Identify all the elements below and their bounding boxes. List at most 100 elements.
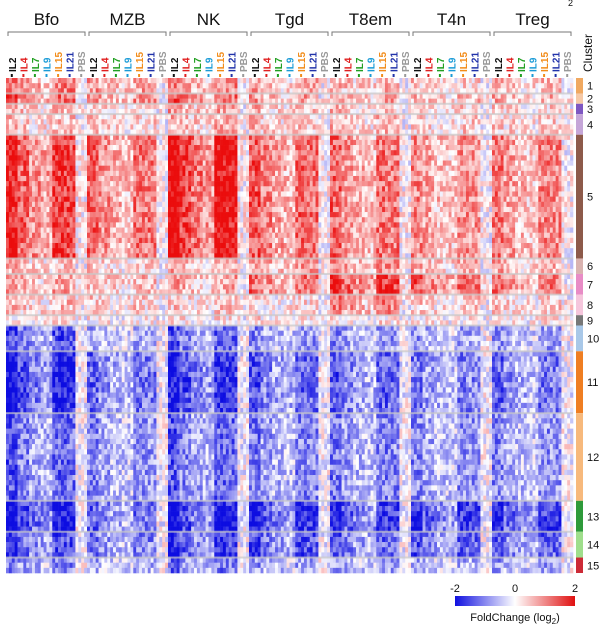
heatmap-cell <box>26 351 30 357</box>
heatmap-cell <box>66 340 70 347</box>
heatmap-cell <box>63 433 68 440</box>
heatmap-cell <box>11 196 15 203</box>
heatmap-cell <box>26 206 30 213</box>
heatmap-cell <box>115 490 120 496</box>
heatmap-cell <box>89 325 94 331</box>
heatmap-cell <box>107 511 111 517</box>
heatmap-cell <box>104 408 108 414</box>
heatmap-cell <box>78 418 82 424</box>
heatmap-cell <box>49 145 53 151</box>
heatmap-cell <box>46 469 50 476</box>
heatmap-cell <box>72 351 76 357</box>
heatmap-cell <box>11 310 15 316</box>
heatmap-cell <box>81 227 85 233</box>
heatmap-cell <box>78 526 82 533</box>
heatmap-cell <box>37 469 42 476</box>
heatmap-cell <box>113 428 117 435</box>
heatmap-cell <box>75 170 79 177</box>
heatmap-cell <box>136 480 140 486</box>
heatmap-cell <box>78 325 82 331</box>
heatmap-cell <box>63 423 68 429</box>
heatmap-cell <box>75 248 79 254</box>
heatmap-cell <box>133 294 137 301</box>
heatmap-cell <box>92 279 96 285</box>
heatmap-cell <box>11 366 15 373</box>
heatmap-cell <box>144 88 149 94</box>
heatmap-cell <box>58 212 62 218</box>
heatmap-cell <box>139 418 143 424</box>
heatmap-cell <box>92 382 96 388</box>
heatmap-cell <box>133 464 137 471</box>
heatmap-cell <box>69 371 73 378</box>
heatmap-cell <box>81 98 85 105</box>
heatmap-cell <box>8 253 13 259</box>
heatmap-cell <box>23 562 27 569</box>
heatmap-cell <box>69 170 73 177</box>
heatmap-cell <box>139 325 143 331</box>
heatmap-cell <box>147 521 151 527</box>
heatmap-cell <box>141 227 146 233</box>
heatmap-cell <box>72 299 76 306</box>
heatmap-cell <box>49 485 53 491</box>
heatmap-cell <box>136 444 140 450</box>
heatmap-cell <box>130 490 134 496</box>
heatmap-cell <box>34 361 39 368</box>
heatmap-cell <box>6 165 10 172</box>
heatmap-cell <box>20 191 24 197</box>
heatmap-cell <box>43 181 47 187</box>
heatmap-cell <box>66 160 70 166</box>
heatmap-cell <box>29 237 33 244</box>
heatmap-cell <box>127 273 131 280</box>
heatmap-cell <box>63 469 68 476</box>
heatmap-cell <box>136 268 140 275</box>
heatmap-cell <box>52 377 56 383</box>
heatmap-cell <box>136 263 140 270</box>
heatmap-cell <box>95 186 99 192</box>
heatmap-cell <box>43 392 47 398</box>
heatmap-cell <box>34 175 39 182</box>
heatmap-cell <box>113 186 117 192</box>
heatmap-cell <box>98 444 102 450</box>
heatmap-cell <box>150 361 154 368</box>
heatmap-cell <box>17 227 21 233</box>
heatmap-cell <box>17 273 21 280</box>
heatmap-cell <box>150 500 154 507</box>
heatmap-cell <box>23 196 27 203</box>
heatmap-cell <box>23 160 27 166</box>
heatmap-cell <box>87 279 91 285</box>
heatmap-cell <box>139 227 143 233</box>
heatmap-cell <box>150 552 154 558</box>
heatmap-cell <box>110 315 114 321</box>
heatmap-cell <box>95 103 99 110</box>
heatmap-cell <box>17 315 21 321</box>
heatmap-cell <box>144 351 149 357</box>
heatmap-cell <box>6 495 10 502</box>
heatmap-cell <box>118 516 123 522</box>
heatmap-cell <box>75 495 79 502</box>
heatmap-cell <box>75 340 79 347</box>
heatmap-cell <box>43 557 47 563</box>
heatmap-cell <box>87 413 91 419</box>
heatmap-cell <box>20 382 24 388</box>
heatmap-cell <box>6 217 10 223</box>
heatmap-cell <box>118 83 123 89</box>
heatmap-cell <box>11 475 15 481</box>
heatmap-cell <box>23 480 27 486</box>
heatmap-cell <box>127 258 131 264</box>
heatmap-cell <box>107 371 111 378</box>
heatmap-cell <box>121 212 125 218</box>
heatmap-cell <box>55 361 59 368</box>
heatmap-cell <box>43 464 47 471</box>
heatmap-cell <box>104 475 108 481</box>
heatmap-cell <box>20 366 24 373</box>
heatmap-cell <box>92 438 96 445</box>
heatmap-cell <box>89 108 94 115</box>
heatmap-cell <box>144 361 149 368</box>
heatmap-cell <box>29 392 33 398</box>
heatmap-cell <box>118 243 123 249</box>
heatmap-cell <box>147 232 151 239</box>
heatmap-cell <box>115 289 120 295</box>
heatmap-cell <box>14 134 18 141</box>
heatmap-cell <box>127 320 131 326</box>
heatmap-cell <box>110 531 114 538</box>
